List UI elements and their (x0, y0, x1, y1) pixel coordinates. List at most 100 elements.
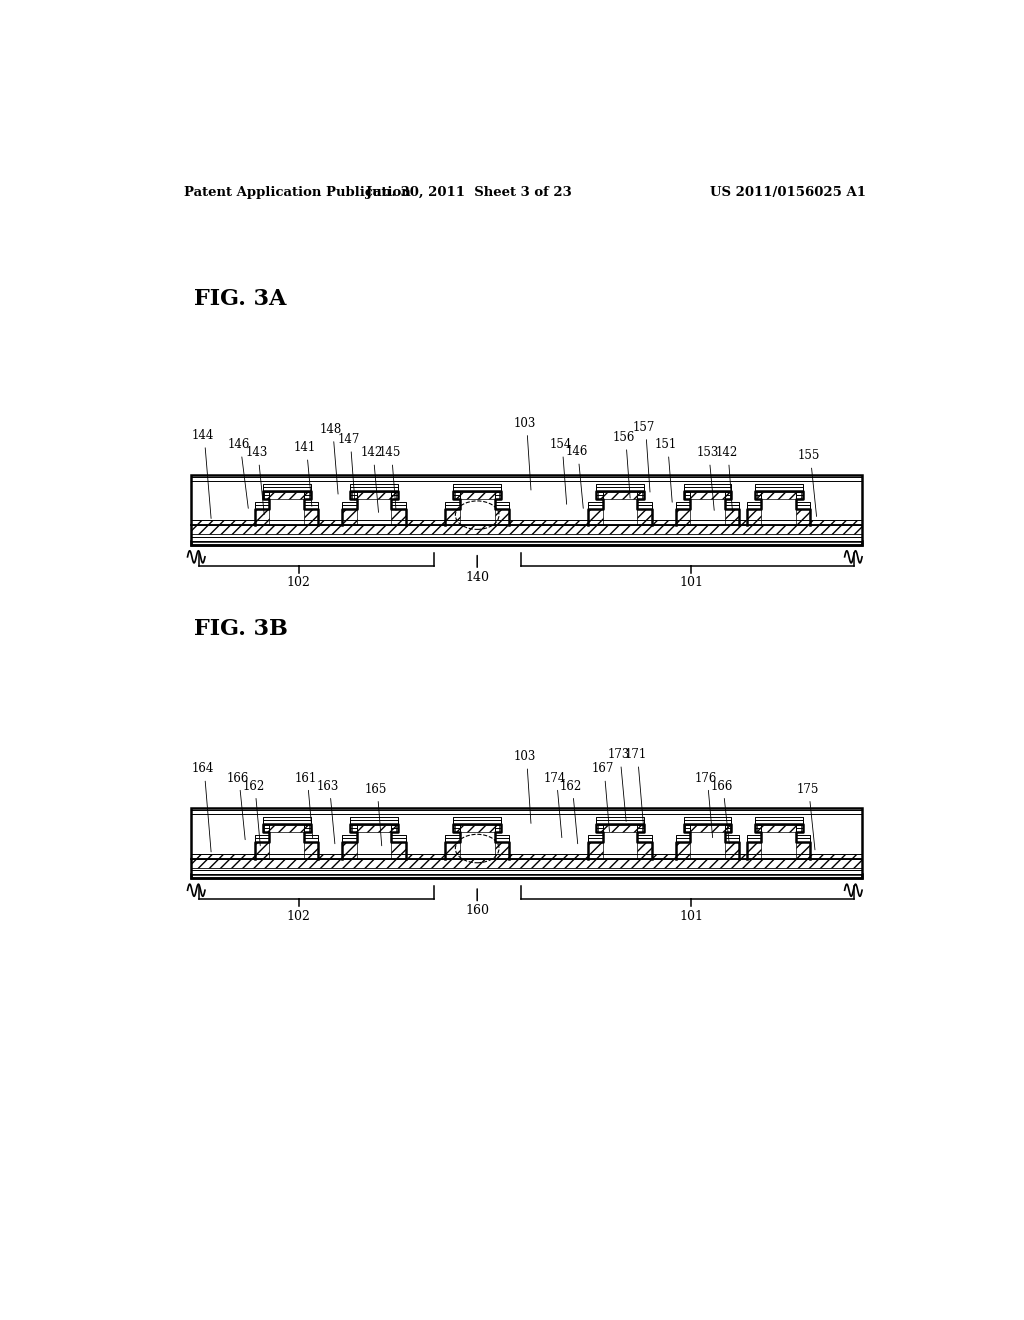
Polygon shape (676, 510, 690, 525)
Text: 103: 103 (514, 750, 536, 763)
Polygon shape (495, 510, 509, 525)
Bar (739, 854, 746, 859)
Bar (191, 536, 862, 541)
Polygon shape (797, 510, 811, 525)
Text: 175: 175 (796, 783, 818, 796)
Text: 141: 141 (294, 441, 316, 454)
Text: 161: 161 (295, 771, 316, 784)
Bar (318, 520, 342, 525)
Polygon shape (255, 842, 269, 859)
Bar (318, 854, 342, 859)
Polygon shape (455, 825, 500, 833)
Text: 166: 166 (226, 771, 249, 784)
Text: 171: 171 (625, 748, 647, 762)
Polygon shape (391, 842, 406, 859)
Text: FIG. 3B: FIG. 3B (194, 618, 288, 640)
Text: 157: 157 (633, 421, 655, 434)
Bar (739, 520, 746, 525)
Text: 160: 160 (465, 904, 489, 917)
Text: 148: 148 (321, 422, 342, 436)
Text: 102: 102 (287, 576, 310, 589)
Text: Patent Application Publication: Patent Application Publication (183, 186, 411, 199)
Polygon shape (342, 510, 356, 525)
Bar (191, 854, 255, 859)
Text: FIG. 3A: FIG. 3A (194, 289, 287, 310)
Polygon shape (797, 842, 811, 859)
Polygon shape (352, 825, 396, 833)
Bar (191, 541, 862, 545)
Text: 155: 155 (798, 449, 820, 462)
Text: 101: 101 (680, 576, 703, 589)
Polygon shape (255, 510, 269, 525)
Polygon shape (455, 492, 500, 499)
Text: 167: 167 (592, 763, 613, 775)
Polygon shape (757, 492, 801, 499)
Text: 165: 165 (365, 783, 387, 796)
Bar (811, 854, 862, 859)
Bar (191, 870, 862, 874)
Text: 142: 142 (360, 446, 383, 459)
Polygon shape (746, 842, 761, 859)
Polygon shape (725, 510, 739, 525)
Text: Jun. 30, 2011  Sheet 3 of 23: Jun. 30, 2011 Sheet 3 of 23 (367, 186, 572, 199)
Text: 166: 166 (711, 780, 733, 792)
Text: 142: 142 (715, 446, 737, 459)
Text: 147: 147 (338, 433, 359, 446)
Polygon shape (391, 510, 406, 525)
Bar (191, 525, 862, 535)
Text: 146: 146 (565, 445, 588, 458)
Polygon shape (588, 510, 602, 525)
Polygon shape (264, 492, 309, 499)
Polygon shape (304, 842, 318, 859)
Polygon shape (676, 842, 690, 859)
Text: 103: 103 (514, 417, 536, 430)
Text: 143: 143 (246, 446, 267, 459)
Polygon shape (638, 842, 652, 859)
Text: 144: 144 (191, 429, 214, 442)
Text: 101: 101 (680, 909, 703, 923)
Polygon shape (598, 492, 642, 499)
Bar (406, 854, 445, 859)
Text: 151: 151 (655, 438, 677, 451)
Text: 164: 164 (191, 763, 214, 775)
Bar (509, 854, 588, 859)
Text: 153: 153 (696, 446, 719, 459)
Bar (191, 874, 862, 878)
Polygon shape (264, 825, 309, 833)
Bar (191, 859, 862, 867)
Text: 140: 140 (465, 572, 489, 583)
Polygon shape (757, 825, 801, 833)
Text: 174: 174 (544, 771, 566, 784)
Polygon shape (495, 842, 509, 859)
Polygon shape (352, 492, 396, 499)
Polygon shape (746, 510, 761, 525)
Text: 146: 146 (228, 438, 250, 451)
Bar (652, 520, 676, 525)
Polygon shape (638, 510, 652, 525)
Bar (191, 808, 862, 878)
Bar (191, 474, 862, 545)
Text: 154: 154 (549, 438, 571, 451)
Text: 173: 173 (607, 748, 630, 762)
Polygon shape (342, 842, 356, 859)
Text: 162: 162 (560, 780, 582, 792)
Bar (652, 854, 676, 859)
Polygon shape (588, 842, 602, 859)
Text: US 2011/0156025 A1: US 2011/0156025 A1 (710, 186, 866, 199)
Text: 162: 162 (243, 780, 264, 792)
Bar (811, 520, 862, 525)
Polygon shape (725, 842, 739, 859)
Text: 156: 156 (612, 432, 635, 444)
Polygon shape (445, 842, 460, 859)
Polygon shape (445, 510, 460, 525)
Bar (509, 520, 588, 525)
Polygon shape (685, 825, 729, 833)
Text: 145: 145 (379, 446, 401, 459)
Polygon shape (598, 825, 642, 833)
Polygon shape (685, 492, 729, 499)
Text: 102: 102 (287, 909, 310, 923)
Bar (191, 520, 255, 525)
Bar (406, 520, 445, 525)
Polygon shape (304, 510, 318, 525)
Text: 163: 163 (316, 780, 339, 792)
